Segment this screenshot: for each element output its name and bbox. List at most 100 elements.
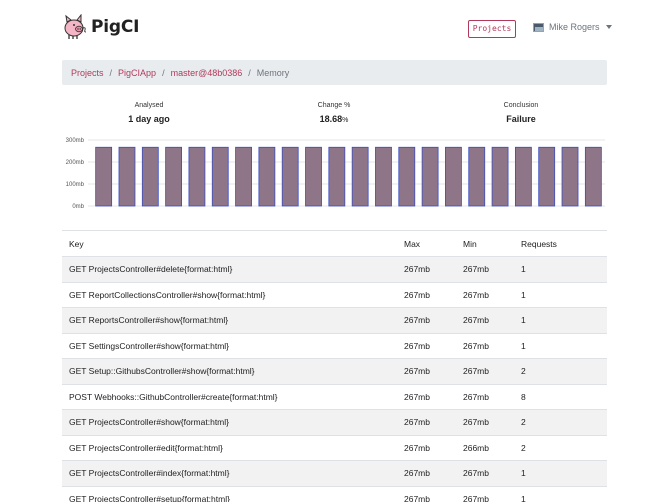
breadcrumb-project[interactable]: PigCIApp — [118, 67, 157, 78]
stat-change-unit: % — [342, 117, 349, 124]
row-max: 267mb — [404, 442, 430, 453]
stat-change-label: Change % — [317, 102, 351, 109]
row-requests: 1 — [521, 340, 526, 351]
stat-conclusion-label: Conclusion — [503, 102, 539, 109]
row-max: 267mb — [404, 289, 430, 300]
row-min: 267mb — [463, 417, 489, 428]
row-max: 267mb — [404, 468, 430, 479]
user-name: Mike Rogers — [549, 22, 600, 32]
row-key: POST Webhooks::GithubController#create{f… — [69, 391, 278, 402]
header-min[interactable]: Min — [463, 238, 477, 249]
requests-table: Key Max Min Requests GET ProjectsControl… — [62, 230, 607, 502]
table-row: GET ProjectsController#delete{format:htm… — [62, 256, 607, 282]
memory-chart-svg: 300mb 200mb 100mb 0mb — [66, 138, 605, 210]
row-min: 266mb — [463, 442, 489, 453]
row-min: 267mb — [463, 289, 489, 300]
chart-bar — [398, 146, 416, 207]
table-row: GET ReportCollectionsController#show{for… — [62, 281, 607, 308]
row-requests: 1 — [521, 468, 526, 479]
chart-bar — [165, 146, 183, 207]
row-requests: 1 — [521, 315, 526, 326]
row-requests: 1 — [521, 493, 526, 502]
breadcrumb-separator: / — [162, 67, 165, 78]
chart-bar — [421, 146, 439, 207]
row-max: 267mb — [404, 366, 430, 377]
table-header: Key Max Min Requests — [62, 230, 607, 256]
table-row: GET Setup::GithubsController#show{format… — [62, 358, 607, 384]
table-row: GET ProjectsController#show{format:html}… — [62, 409, 607, 435]
chart-bar — [235, 146, 252, 207]
row-max: 267mb — [404, 417, 430, 428]
row-requests: 8 — [521, 391, 526, 402]
chart-bar — [305, 146, 322, 207]
row-max: 267mb — [404, 264, 430, 275]
navbar: PigCI Projects Mike Rogers — [0, 0, 670, 56]
row-requests: 2 — [521, 366, 526, 377]
memory-chart: 300mb 200mb 100mb 0mb — [62, 134, 607, 214]
chart-bar — [375, 146, 392, 207]
table-row: POST Webhooks::GithubController#create{f… — [62, 383, 607, 410]
row-min: 267mb — [463, 366, 489, 377]
chart-bar — [468, 146, 486, 207]
header-max[interactable]: Max — [404, 238, 421, 249]
chart-bar — [328, 146, 346, 207]
row-key: GET ProjectsController#show{format:html} — [69, 417, 229, 428]
row-min: 267mb — [463, 264, 489, 275]
chart-bar — [491, 146, 509, 207]
row-key: GET ReportsController#show{format:html} — [69, 315, 229, 326]
table-row: GET ProjectsController#setup{format:html… — [62, 485, 607, 502]
table-row: GET SettingsController#show{format:html}… — [62, 332, 607, 359]
y-tick-label: 100mb — [66, 182, 85, 188]
brand-link[interactable]: PigCI — [62, 14, 139, 40]
row-requests: 2 — [521, 417, 526, 428]
header-key[interactable]: Key — [69, 238, 84, 249]
stat-conclusion: Conclusion Failure — [461, 102, 581, 124]
breadcrumb: Projects / PigCIApp / master@48b0386 / M… — [62, 60, 607, 85]
row-key: GET ProjectsController#delete{format:htm… — [69, 264, 233, 275]
breadcrumb-separator: / — [248, 67, 251, 78]
row-requests: 1 — [521, 289, 526, 300]
y-tick-label: 300mb — [66, 138, 85, 144]
projects-button[interactable]: Projects — [468, 20, 516, 38]
table-row: GET ProjectsController#edit{format:html}… — [62, 434, 607, 461]
stat-conclusion-value: Failure — [506, 114, 536, 124]
row-key: GET ProjectsController#edit{format:html} — [69, 442, 223, 453]
row-key: GET SettingsController#show{format:html} — [69, 340, 229, 351]
row-max: 267mb — [404, 493, 430, 502]
row-max: 267mb — [404, 340, 430, 351]
chart-bar — [95, 146, 113, 207]
row-min: 267mb — [463, 493, 489, 502]
row-key: GET ReportCollectionsController#show{for… — [69, 289, 266, 300]
chart-bar — [188, 146, 206, 207]
row-max: 267mb — [404, 315, 430, 326]
stat-change-number: 18.68 — [319, 114, 343, 124]
user-menu[interactable]: Mike Rogers — [533, 22, 612, 32]
pig-icon — [62, 14, 88, 40]
table-row: GET ReportsController#show{format:html} … — [62, 307, 607, 333]
chart-bar — [141, 146, 159, 207]
row-min: 267mb — [463, 391, 489, 402]
header-requests[interactable]: Requests — [521, 238, 557, 249]
table-row: GET ProjectsController#index{format:html… — [62, 460, 607, 486]
chart-bar — [538, 146, 556, 207]
row-requests: 1 — [521, 264, 526, 275]
chart-bar — [561, 146, 579, 207]
chevron-down-icon — [605, 25, 612, 29]
row-max: 267mb — [404, 391, 430, 402]
stat-analysed-value: 1 day ago — [128, 114, 170, 124]
chart-bar — [514, 146, 532, 207]
chart-bar — [281, 146, 299, 207]
row-key: GET ProjectsController#index{format:html… — [69, 468, 230, 479]
row-min: 267mb — [463, 468, 489, 479]
breadcrumb-projects[interactable]: Projects — [71, 67, 104, 78]
row-min: 267mb — [463, 315, 489, 326]
chart-bar — [118, 146, 136, 207]
stat-analysed-label: Analysed — [134, 102, 164, 109]
y-tick-label: 0mb — [72, 204, 84, 210]
row-min: 267mb — [463, 340, 489, 351]
breadcrumb-current: Memory — [256, 67, 290, 78]
avatar-icon — [533, 22, 544, 32]
breadcrumb-branch[interactable]: master@48b0386 — [170, 67, 243, 78]
stat-change-value: 18.68% — [274, 114, 394, 124]
stat-change: Change % 18.68% — [274, 102, 394, 124]
